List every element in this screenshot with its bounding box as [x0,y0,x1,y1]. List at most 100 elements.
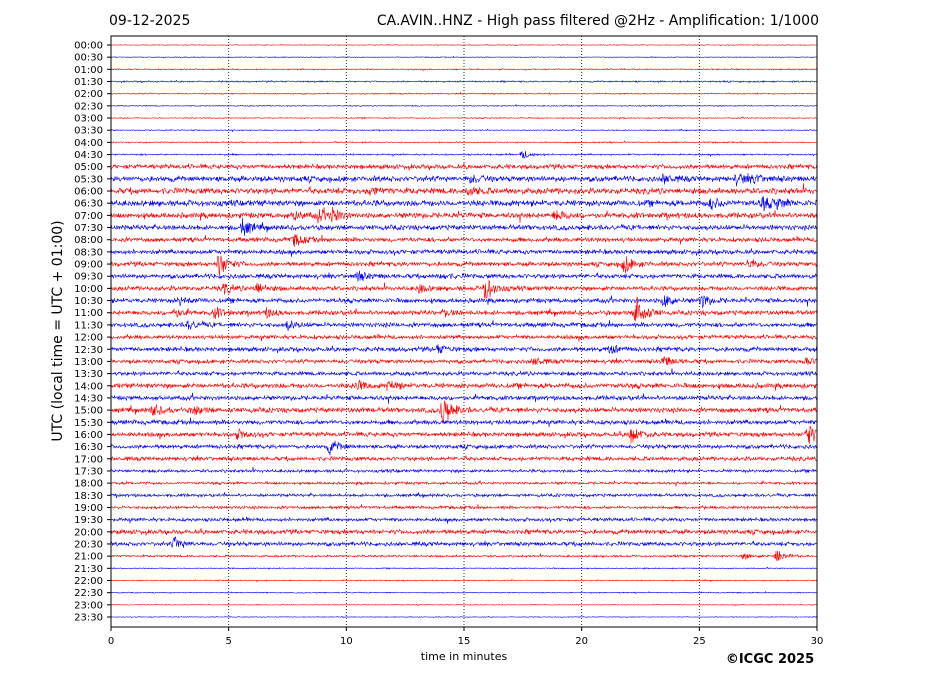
trace-1230 [110,344,818,354]
y-tick-label: 08:00 [74,235,103,246]
trace-0130 [110,79,818,84]
trace-1900 [110,504,818,511]
y-tick-label: 20:00 [74,527,103,538]
trace-0030 [110,55,818,59]
trace-0430 [110,151,818,159]
y-tick-label: 04:30 [74,150,103,161]
trace-0800 [110,233,818,248]
grid-lines [228,36,700,627]
date-label: 09-12-2025 [109,13,190,29]
y-tick-label: 20:30 [74,539,103,550]
trace-1730 [110,466,818,474]
y-tick-label: 19:30 [74,515,103,526]
y-tick-label: 23:00 [74,600,103,611]
trace-1400 [110,379,818,391]
y-tick-label: 06:30 [74,199,103,210]
y-tick-label: 09:00 [74,260,103,271]
trace-0530 [110,173,818,187]
trace-1630 [110,440,818,456]
trace-0330 [111,128,818,133]
y-tick-label: 14:30 [74,393,103,404]
trace-0100 [110,67,818,72]
x-tick-label: 10 [340,636,353,647]
y-tick-label: 16:30 [74,442,103,453]
trace-1700 [110,455,818,463]
trace-2230 [110,590,818,594]
trace-0730 [110,217,818,236]
y-tick-label: 16:00 [74,430,103,441]
trace-2030 [110,536,818,549]
y-tick-label: 04:00 [74,138,103,149]
y-tick-label: 02:30 [74,101,103,112]
trace-1830 [110,491,818,499]
x-tick-label: 0 [108,636,114,647]
y-tick-label: 11:30 [74,320,103,331]
x-tick-label: 15 [458,636,471,647]
y-tick-label: 01:30 [74,77,103,88]
trace-1300 [110,356,818,366]
copyright: ©ICGC 2025 [726,652,814,667]
trace-2300 [110,603,818,607]
trace-0200 [110,91,818,96]
trace-0630 [110,196,818,212]
trace-2200 [110,578,818,583]
trace-0900 [110,255,818,276]
y-tick-label: 10:00 [74,284,103,295]
trace-0830 [110,248,818,257]
trace-1130 [110,320,818,332]
y-tick-label: 17:30 [74,466,103,477]
trace-1930 [110,516,818,524]
trace-0930 [110,270,818,282]
y-tick-label: 15:00 [74,406,103,417]
y-tick-label: 05:00 [74,162,103,173]
trace-2130 [110,566,818,571]
y-tick-label: 07:00 [74,211,103,222]
y-tick-label: 23:30 [74,612,103,623]
y-tick-label: 11:00 [74,308,103,319]
y-tick-label: 13:30 [74,369,103,380]
y-tick-label: 09:30 [74,272,103,283]
y-tick-label: 00:00 [74,41,103,52]
traces [110,44,818,619]
x-axis-label: time in minutes [421,650,508,663]
trace-1100 [110,296,818,322]
trace-2000 [110,528,818,536]
y-tick-label: 02:00 [74,89,103,100]
y-tick-label: 18:00 [74,479,103,490]
chart-title: CA.AVIN..HNZ - High pass filtered @2Hz -… [377,13,819,29]
trace-1000 [110,279,818,299]
trace-0600 [110,183,818,196]
trace-0400 [110,140,818,144]
y-tick-label: 10:30 [74,296,103,307]
trace-0700 [110,206,818,224]
y-tick-label: 05:30 [74,174,103,185]
trace-0230 [110,103,818,107]
trace-2330 [110,616,818,619]
y-tick-label: 03:30 [74,126,103,137]
y-tick-label: 08:30 [74,247,103,258]
y-tick-label: 22:30 [74,588,103,599]
x-tick-label: 20 [575,636,588,647]
y-tick-label: 19:00 [74,503,103,514]
y-tick-label: 17:00 [74,454,103,465]
y-tick-label: 07:30 [74,223,103,234]
x-tick-label: 5 [225,636,231,647]
y-tick-label: 13:00 [74,357,103,368]
y-tick-label: 18:30 [74,491,103,502]
y-tick-label: 03:00 [74,114,103,125]
y-tick-label: 12:00 [74,333,103,344]
trace-1330 [110,368,818,377]
y-tick-label: 14:00 [74,381,103,392]
y-tick-label: 01:00 [74,65,103,76]
x-tick-labels: 0 5 10 15 20 25 30 [108,627,824,647]
x-tick-label: 30 [811,636,824,647]
trace-0500 [110,163,818,171]
x-tick-label: 25 [693,636,706,647]
trace-1200 [110,333,818,342]
trace-1500 [110,400,818,424]
trace-1030 [110,295,818,309]
y-tick-label: 22:00 [74,576,103,587]
y-tick-label: 21:30 [74,564,103,575]
